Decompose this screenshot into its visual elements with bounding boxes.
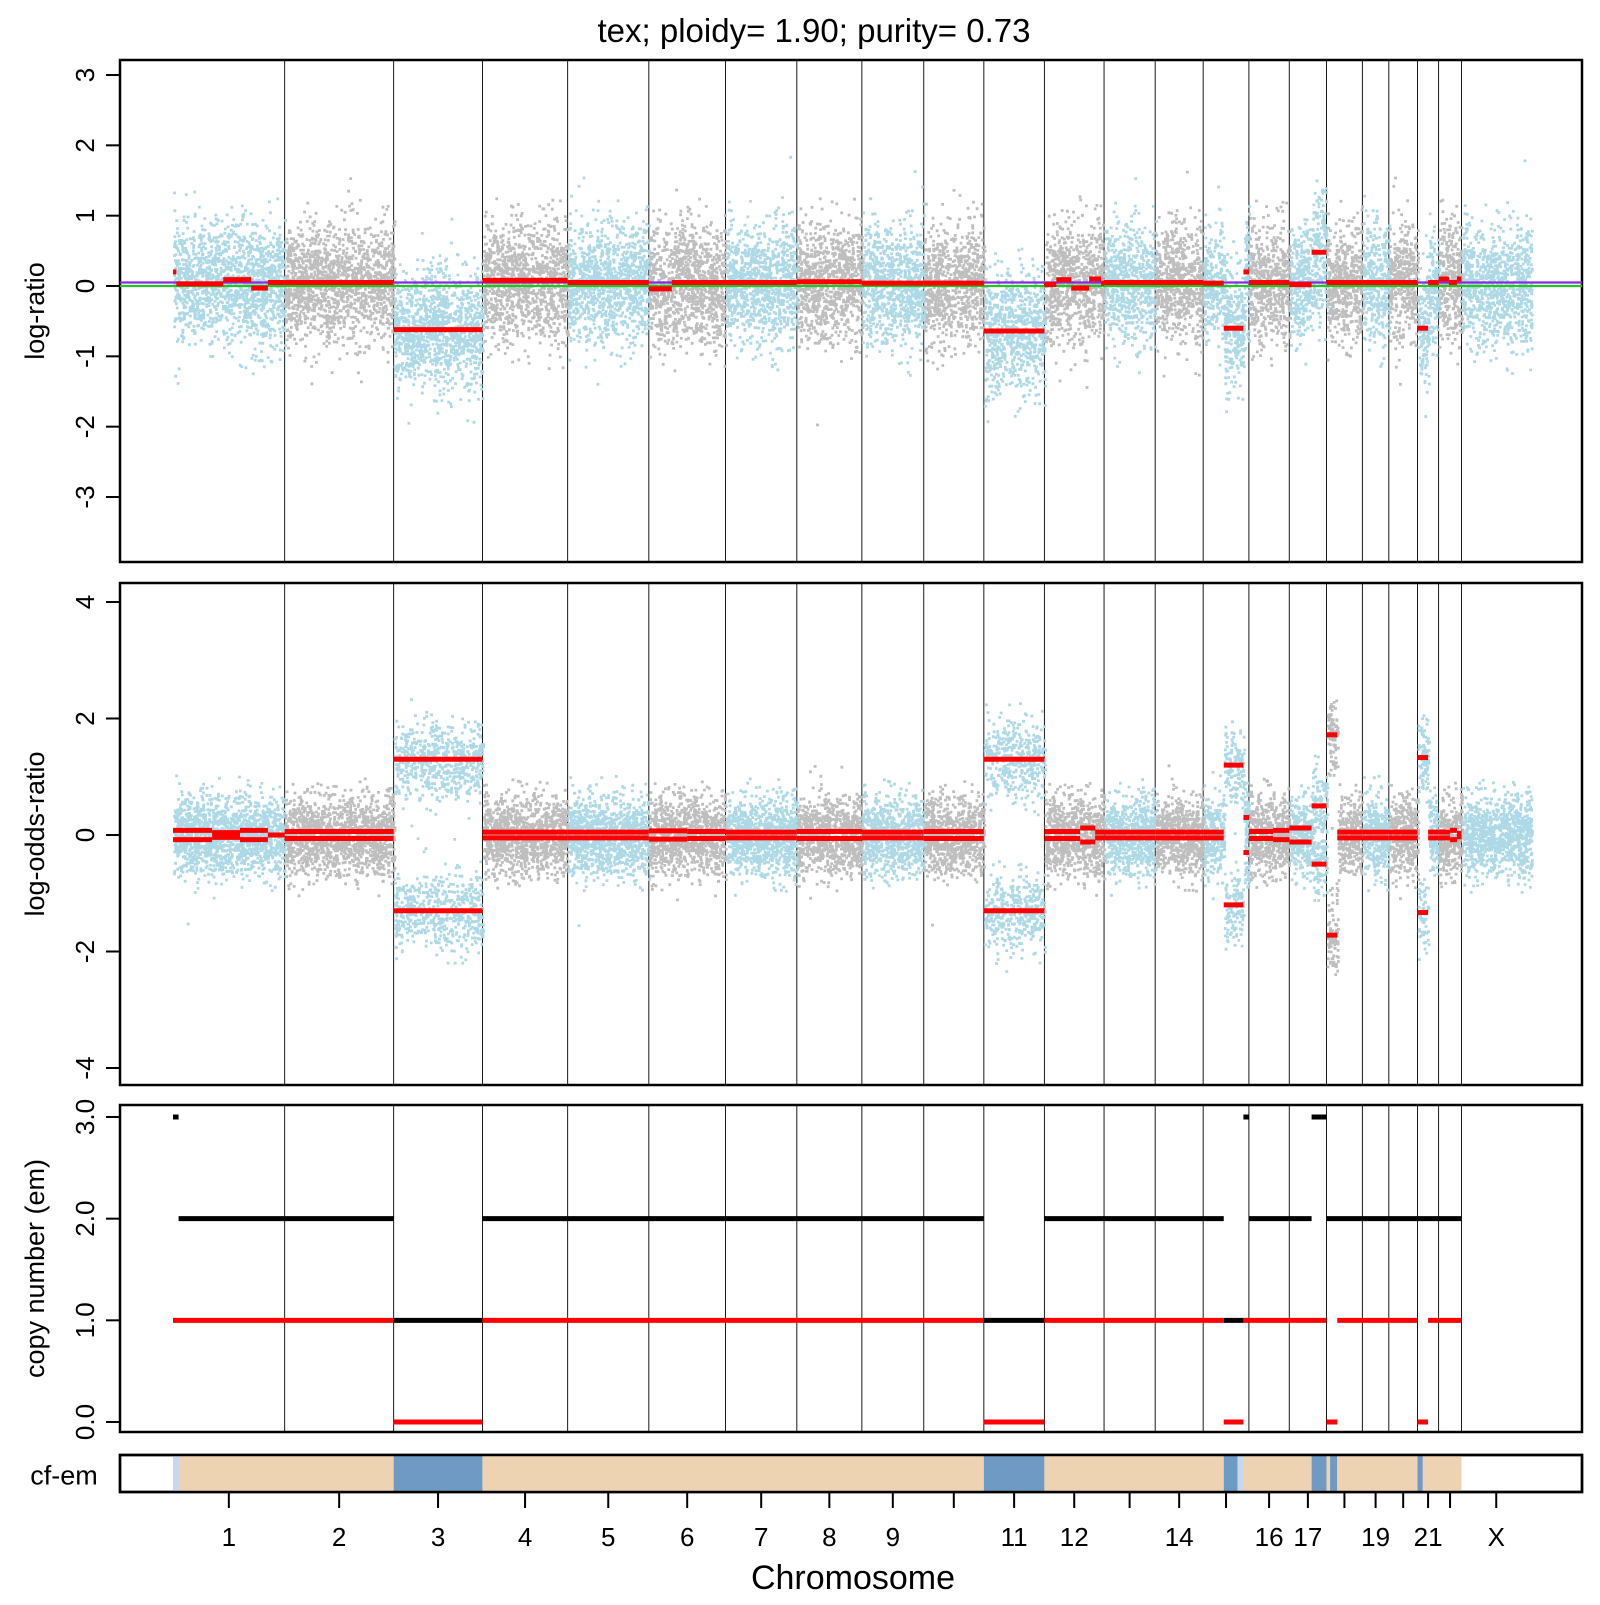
cf-block-normal: [1337, 1456, 1418, 1491]
chromosome-3-points: [393, 217, 486, 425]
chromosome-21-points: [1417, 212, 1442, 418]
cf-block-clonal: [983, 1456, 1045, 1491]
chromosome-21-points: [1417, 714, 1442, 961]
y-tick-label: 1.0: [70, 1302, 100, 1338]
x-tick-label: 8: [822, 1522, 836, 1552]
cf-block-normal: [482, 1456, 984, 1491]
x-tick-label: 1: [222, 1522, 236, 1552]
chromosome-1-points: [173, 774, 288, 926]
chromosome-X-points: [1461, 159, 1534, 375]
y-tick-label: 3.0: [70, 1099, 100, 1135]
chromosome-5-points: [567, 775, 652, 928]
x-tick-label: X: [1488, 1522, 1505, 1552]
cf-block-clonal: [1330, 1456, 1338, 1491]
y-axis-title: copy number (em): [20, 1159, 50, 1378]
x-tick-label: 6: [680, 1522, 694, 1552]
chromosome-12-points: [1044, 195, 1107, 389]
chromosome-x-axis: 1 2 3 4 5 6 7 8 9 11 12 14 16 17 19 21 X: [222, 1492, 1505, 1552]
y-tick-label: -3: [70, 485, 100, 508]
x-tick-label: 19: [1361, 1522, 1390, 1552]
chromosome-8-points: [796, 197, 865, 427]
y-tick-label: -4: [70, 1056, 100, 1079]
x-tick-label: 21: [1414, 1522, 1443, 1552]
y-axis-title: log-ratio: [20, 262, 50, 360]
chromosome-17-points: [1289, 179, 1330, 366]
y-tick-label: 0.0: [70, 1404, 100, 1440]
x-tick-label: 12: [1060, 1522, 1089, 1552]
chromosome-11-points: [983, 247, 1048, 424]
x-tick-label: 9: [886, 1522, 900, 1552]
data-points: [173, 155, 1534, 427]
panel-frame: [118, 58, 1584, 564]
chromosome-13-points: [1104, 778, 1158, 897]
y-tick-label: 0: [70, 828, 100, 842]
chromosome-11-points: [983, 702, 1048, 973]
chromosome-2-points: [284, 777, 397, 898]
log-ratio-panel: 3 2 1 0 -1 -2 -3 log-ratio: [20, 58, 1584, 564]
x-tick-label: 7: [754, 1522, 768, 1552]
cf-block-normal: [179, 1456, 394, 1491]
x-tick-label: 4: [518, 1522, 532, 1552]
cf-block-clonal: [1417, 1456, 1423, 1491]
y-tick-label: 2: [70, 711, 100, 725]
chromosome-22-points: [1438, 781, 1465, 889]
y-tick-label: -2: [70, 415, 100, 438]
chromosome-4-points: [482, 197, 571, 370]
chromosome-1-points: [173, 190, 288, 385]
y-tick-label: -1: [70, 345, 100, 368]
chromosome-X-points: [1461, 778, 1534, 894]
chromosome-9-points: [861, 170, 927, 377]
panel-frame: [118, 1453, 1584, 1494]
chromosome-3-points: [393, 698, 486, 965]
x-tick-label: 16: [1255, 1522, 1284, 1552]
cf-block-edge: [173, 1456, 180, 1491]
chromosome-15-points: [1203, 185, 1252, 414]
y-axis-title: log-odds-ratio: [20, 751, 50, 916]
x-tick-label: 5: [601, 1522, 615, 1552]
panel-frame: [118, 1103, 1584, 1434]
chromosome-10-points: [923, 780, 987, 927]
cf-block-normal: [1044, 1456, 1224, 1491]
y-tick-label: 4: [70, 595, 100, 609]
y-tick-label: 2: [70, 138, 100, 152]
x-tick-label: 11: [1001, 1522, 1028, 1552]
cf-block-clonal: [393, 1456, 483, 1491]
log-odds-ratio-panel: 4 2 0 -2 -4 log-odds-ratio: [20, 581, 1584, 1087]
y-axis-title: cf-em: [30, 1461, 98, 1491]
chromosome-10-points: [923, 189, 987, 371]
chromosome-7-points: [725, 155, 800, 372]
chromosome-14-points: [1155, 170, 1206, 378]
chromosome-13-points: [1104, 177, 1158, 375]
y-tick-label: -2: [70, 940, 100, 963]
y-tick-label: 3: [70, 68, 100, 82]
chart-title: tex; ploidy= 1.90; purity= 0.73: [598, 12, 1031, 49]
x-axis-title: Chromosome: [751, 1559, 955, 1597]
cf-block-normal: [1243, 1456, 1312, 1491]
chromosome-15-points: [1203, 720, 1252, 951]
cf-block-clonal: [1311, 1456, 1327, 1491]
y-tick-label: 2.0: [70, 1201, 100, 1237]
chromosome-14-points: [1155, 764, 1206, 893]
x-tick-label: 17: [1293, 1522, 1322, 1552]
cf-block-normal: [1422, 1456, 1462, 1491]
cf-block-normal: [1326, 1456, 1331, 1491]
x-tick-label: 2: [332, 1522, 346, 1552]
x-tick-label: 14: [1165, 1522, 1194, 1552]
cf-block-clonal: [1223, 1456, 1238, 1491]
cellular-fraction-panel: cf-em: [30, 1453, 1584, 1494]
chromosome-20-points: [1388, 784, 1421, 901]
y-tick-label: 1: [70, 208, 100, 222]
x-tick-label: 3: [431, 1522, 445, 1552]
copy-number-panel: 3.0 2.0 1.0 0.0 copy number (em): [20, 1099, 1584, 1440]
cf-block-edge: [1237, 1456, 1244, 1491]
y-tick-label: 0: [70, 279, 100, 293]
